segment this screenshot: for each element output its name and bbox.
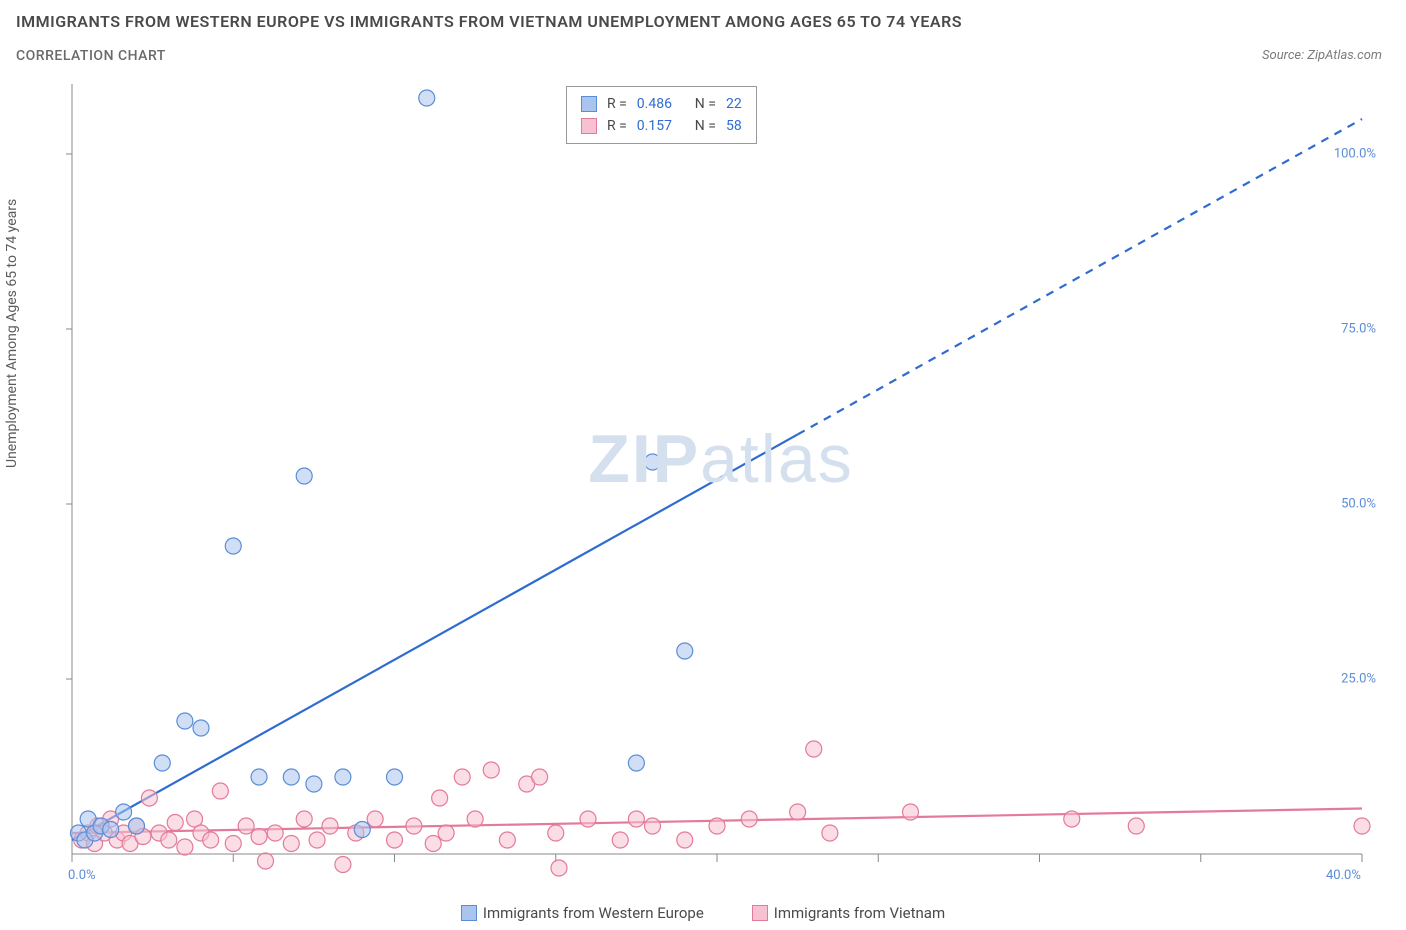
legend-n-label: N = (695, 115, 716, 137)
y-tick-label: 25.0% (1341, 672, 1376, 687)
source-label: Source: ZipAtlas.com (1262, 48, 1382, 63)
chart-area: ZIPatlas R =0.486N =22R =0.157N =58 0.0%… (56, 80, 1386, 870)
correlation-legend: R = 0.486 N = 22 R = 0.157 N = 58 (566, 86, 757, 144)
legend-r-label: R = (607, 93, 627, 115)
legend-swatch (752, 905, 768, 921)
y-axis-label: Unemployment Among Ages 65 to 74 years (4, 199, 20, 468)
legend-swatch (581, 96, 597, 112)
series-label: Immigrants from Western Europe (483, 904, 704, 922)
legend-n-value: 22 (726, 93, 742, 115)
series-label: Immigrants from Vietnam (774, 904, 945, 922)
legend-r-label: R = (607, 115, 627, 137)
chart-subtitle: CORRELATION CHART (16, 48, 166, 64)
chart-title: IMMIGRANTS FROM WESTERN EUROPE VS IMMIGR… (16, 12, 962, 31)
bottom-legend-item: Immigrants from Western Europe (461, 904, 704, 922)
legend-r-value: 0.486 (637, 93, 685, 115)
y-tick-label: 100.0% (1334, 147, 1376, 162)
legend-n-value: 58 (726, 115, 742, 137)
x-tick-label: 0.0% (68, 868, 96, 883)
bottom-legend: Immigrants from Western Europe Immigrants… (0, 904, 1406, 922)
scatter-plot (56, 80, 1386, 870)
legend-row: R = 0.486 N = 22 (581, 93, 742, 115)
x-tick-label: 40.0% (1326, 868, 1361, 883)
legend-row: R = 0.157 N = 58 (581, 115, 742, 137)
legend-swatch (581, 118, 597, 134)
y-tick-label: 75.0% (1341, 322, 1376, 337)
y-tick-label: 50.0% (1341, 497, 1376, 512)
bottom-legend-item: Immigrants from Vietnam (752, 904, 945, 922)
legend-n-label: N = (695, 93, 716, 115)
legend-swatch (461, 905, 477, 921)
legend-r-value: 0.157 (637, 115, 685, 137)
